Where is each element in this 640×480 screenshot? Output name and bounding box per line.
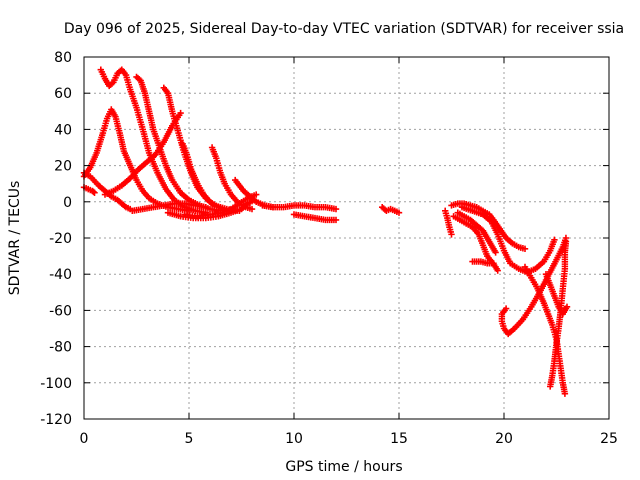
data-point	[521, 245, 529, 253]
data-point	[202, 204, 209, 211]
data-series-13	[259, 202, 340, 213]
x-tick-label: 5	[185, 431, 194, 447]
data-series-25	[542, 271, 571, 318]
y-tick-label: -60	[49, 303, 72, 319]
data-series-3	[97, 66, 209, 216]
data-series-19	[454, 209, 499, 256]
data-series-1	[80, 184, 98, 196]
chart-title: Day 096 of 2025, Sidereal Day-to-day VTE…	[64, 21, 624, 37]
data-series-7	[129, 200, 209, 215]
data-point	[562, 238, 570, 245]
x-tick-label: 25	[600, 431, 618, 447]
y-tick-label: -80	[49, 340, 72, 356]
data-point	[177, 109, 184, 117]
data-series-17	[448, 200, 529, 253]
data-series-18	[450, 213, 501, 274]
y-axis-label: SDTVAR / TECUs	[7, 181, 23, 296]
y-tick-label: -120	[40, 412, 72, 428]
x-tick-label: 10	[285, 431, 303, 447]
data-point	[253, 191, 260, 198]
axis-ticks	[83, 56, 610, 420]
y-tick-label: -100	[40, 376, 72, 392]
y-tick-label: -20	[49, 231, 72, 247]
data-series-16	[442, 207, 455, 238]
data-series-14	[290, 211, 340, 224]
data-point	[490, 260, 497, 267]
y-tick-label: 80	[54, 50, 72, 66]
data-point	[551, 236, 558, 244]
x-tick-labels: 0 5 10 15 20 25	[80, 431, 618, 447]
x-tick-label: 15	[390, 431, 408, 447]
data-markers	[80, 66, 571, 397]
data-point	[91, 189, 98, 196]
y-tick-label: 60	[54, 86, 72, 102]
data-point	[561, 390, 569, 397]
data-point	[248, 205, 256, 213]
y-tick-labels: -120 -100 -80 -60 -40 -20 0 20 40 60 80	[40, 50, 72, 428]
data-point	[494, 267, 501, 274]
y-tick-label: 0	[63, 195, 72, 211]
data-point	[395, 209, 403, 216]
data-series-6	[101, 109, 184, 198]
data-series-15	[379, 204, 403, 216]
grid-lines	[84, 57, 609, 419]
data-point	[332, 205, 340, 213]
x-tick-label: 20	[495, 431, 513, 447]
x-axis-label: GPS time / hours	[285, 459, 402, 475]
x-tick-label: 0	[80, 431, 89, 447]
data-series-20	[469, 258, 497, 267]
y-tick-label: 20	[54, 159, 72, 175]
data-point	[332, 216, 340, 224]
data-point	[492, 249, 499, 256]
y-tick-label: -40	[49, 267, 72, 283]
data-point	[563, 303, 571, 310]
data-point	[90, 188, 97, 196]
data-series-24	[521, 263, 569, 397]
y-tick-label: 40	[54, 122, 72, 138]
data-point	[448, 231, 455, 238]
